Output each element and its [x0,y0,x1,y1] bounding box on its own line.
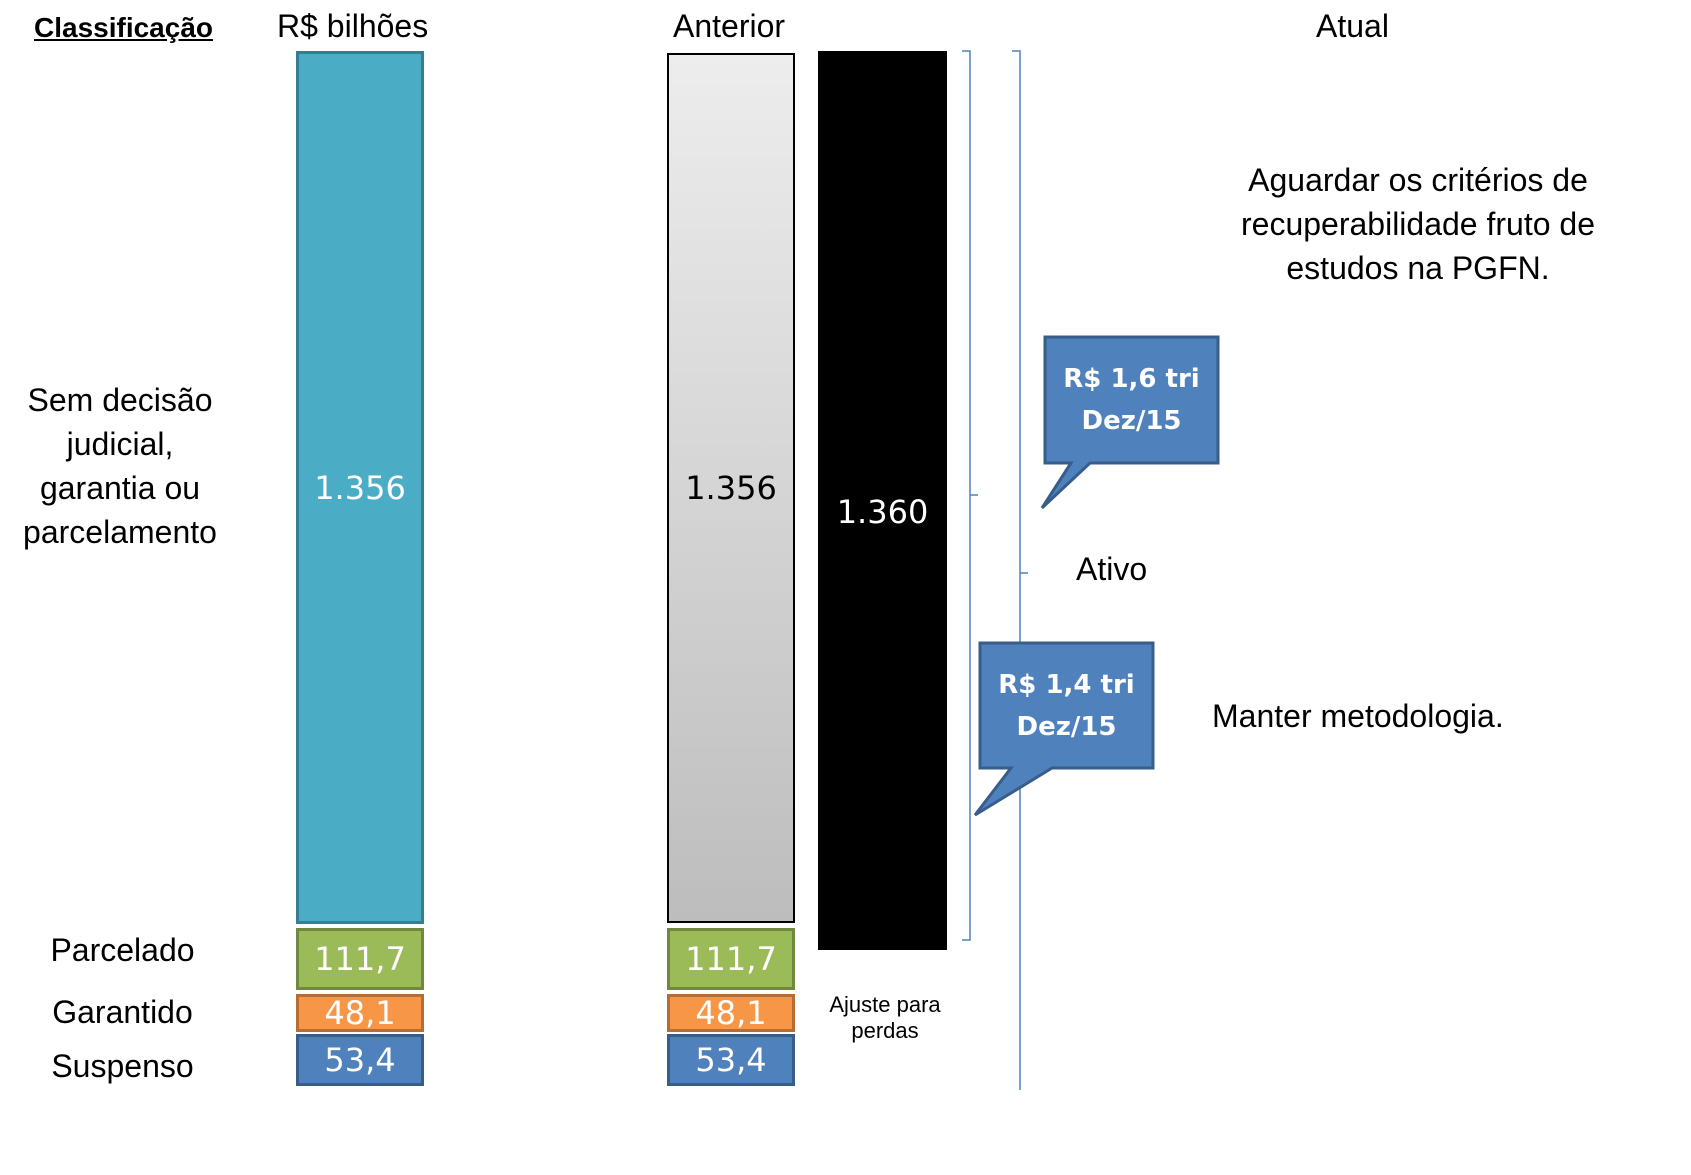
callout-upper-amount: R$ 1,6 tri [1063,364,1200,394]
classificacao-segment-sem-decisao: 1.356 [296,51,424,924]
anterior-value-suspenso: 53,4 [695,1041,767,1079]
callout-lower-amount: R$ 1,4 tri [998,670,1135,700]
ajuste-value: 1.360 [836,492,929,531]
classificacao-segment-garantido: 48,1 [296,994,424,1032]
anterior-segment-parcelado: 111,7 [667,928,795,990]
label-sem-decisao-line: Sem decisão [27,382,213,418]
ativo-label: Ativo [1076,551,1148,587]
anterior-segment-garantido: 48,1 [667,994,795,1032]
callout-upper-date: Dez/15 [1081,406,1182,436]
anterior-value-garantido: 48,1 [695,994,767,1032]
note-upper-line: recuperabilidade fruto de [1240,206,1595,242]
atual-header: Atual [1316,8,1389,44]
callout-upper-shape [1040,335,1220,510]
label-parcelado: Parcelado [50,932,195,968]
callout-lower: R$ 1,4 tri Dez/15 [980,664,1153,748]
anterior-header: Anterior [673,8,786,44]
label-sem-decisao: Sem decisão judicial, garantia ou parcel… [0,378,240,554]
label-garantido: Garantido [52,994,193,1030]
unit-header: R$ bilhões [277,8,429,44]
callout-lower-shape [973,641,1155,817]
classificacao-value-sem-decisao: 1.356 [314,468,406,507]
callout-upper: R$ 1,6 tri Dez/15 [1045,358,1218,442]
anterior-segment-suspenso: 53,4 [667,1034,795,1086]
anterior-value-sem-decisao: 1.356 [685,469,777,507]
ajuste-bar: 1.360 [818,51,947,950]
label-suspenso: Suspenso [51,1048,194,1084]
ajuste-label: Ajuste para perdas [805,992,965,1044]
classificacao-header: Classificação [34,12,213,43]
label-sem-decisao-line: judicial, [66,426,174,462]
classificacao-value-garantido: 48,1 [324,994,396,1032]
anterior-segment-sem-decisao: 1.356 [667,53,795,923]
classificacao-segment-suspenso: 53,4 [296,1034,424,1086]
ativo-bracket [1012,50,1021,1090]
classificacao-value-parcelado: 111,7 [314,940,406,978]
ajuste-label-line: Ajuste para [829,992,941,1017]
note-lower: Manter metodologia. [1212,698,1504,734]
classificacao-value-suspenso: 53,4 [324,1041,396,1079]
label-sem-decisao-line: garantia ou [39,470,201,506]
ajuste-bracket [962,50,971,941]
note-upper-line: Aguardar os critérios de [1248,162,1588,198]
classificacao-segment-parcelado: 111,7 [296,928,424,990]
label-sem-decisao-line: parcelamento [23,514,217,550]
note-upper: Aguardar os critérios de recuperabilidad… [1148,158,1688,290]
callout-lower-date: Dez/15 [1016,712,1117,742]
ajuste-label-line: perdas [851,1018,919,1043]
anterior-value-parcelado: 111,7 [685,940,777,978]
note-upper-line: estudos na PGFN. [1286,250,1550,286]
